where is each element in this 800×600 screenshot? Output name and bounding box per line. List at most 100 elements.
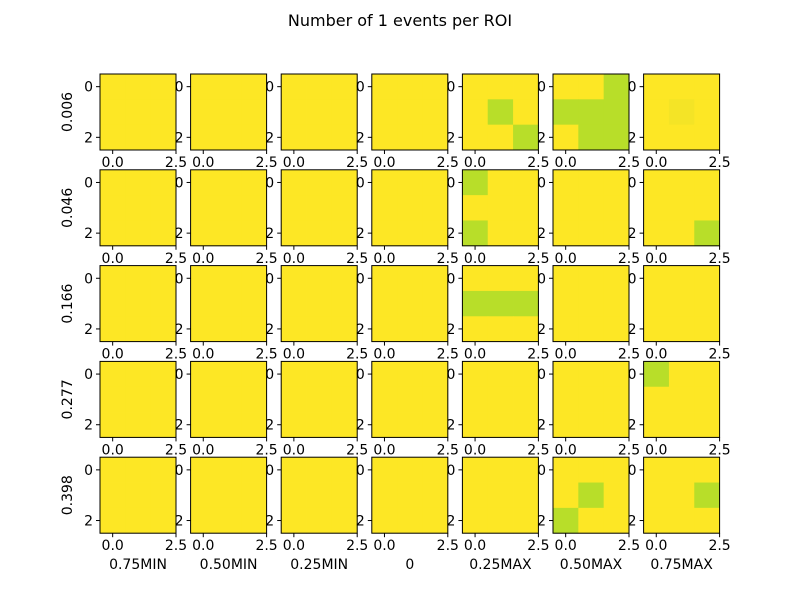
heatmap-cell: [371, 74, 398, 100]
heatmap-cell: [190, 386, 217, 413]
heatmap-cell: [694, 457, 720, 483]
heatmap-subplot: 0 2 0.0 2.5: [84, 360, 187, 458]
heatmap-subplot: 0 2 0.0 2.5: [537, 265, 640, 363]
heatmap-cell: [462, 457, 489, 483]
y-tick-label: 0: [175, 80, 184, 96]
heatmap-cell: [462, 74, 489, 100]
y-tick-label: 0: [446, 175, 455, 191]
heatmap-cell: [397, 482, 423, 509]
x-tick-label: 2.5: [708, 538, 730, 554]
x-tick-label: 2.5: [346, 347, 368, 363]
heatmap-cell: [371, 386, 398, 413]
x-tick-label: 2.5: [346, 442, 368, 458]
heatmap-cell: [643, 290, 670, 317]
heatmap-cell: [694, 74, 720, 100]
y-tick-label: 2: [356, 514, 365, 530]
heatmap-cell: [215, 99, 242, 126]
heatmap-cell: [190, 290, 217, 317]
x-tick-label: 2.5: [437, 442, 459, 458]
heatmap-cell: [487, 220, 514, 247]
column-label: 0.75MIN: [109, 557, 167, 573]
heatmap-cell: [371, 265, 398, 292]
heatmap-cell: [215, 507, 242, 534]
heatmap-cell: [397, 124, 423, 151]
heatmap-cell: [603, 361, 630, 388]
x-tick-label: 0.0: [192, 538, 214, 554]
heatmap-cell: [694, 507, 720, 534]
heatmap-cell: [215, 386, 242, 413]
heatmap-cell: [513, 124, 539, 151]
x-tick-label: 0.0: [283, 251, 305, 267]
heatmap-subplot: 0 2 0.0 2.5: [84, 169, 187, 267]
heatmap-cell: [241, 316, 267, 342]
heatmap-cell: [150, 412, 177, 438]
heatmap-cell: [668, 457, 695, 483]
heatmap-cell: [578, 124, 605, 151]
x-tick-label: 2.5: [708, 251, 730, 267]
x-tick-label: 2.5: [437, 538, 459, 554]
heatmap-cell: [694, 169, 720, 196]
heatmap-cell: [190, 124, 217, 151]
subplot-frame: [280, 360, 358, 438]
heatmap-cell: [578, 412, 605, 438]
heatmap-cell: [125, 482, 152, 509]
y-tick-label: 0: [356, 463, 365, 479]
subplot-frame: [280, 265, 358, 343]
heatmap-subplot: 0 2 0.0 2.5: [446, 265, 550, 363]
x-tick-label: 2.5: [255, 155, 277, 171]
heatmap-cell: [694, 386, 720, 413]
heatmap-cell: [331, 99, 358, 126]
x-tick-label: 0.0: [102, 442, 124, 458]
heatmap-cell: [100, 220, 126, 247]
heatmap-cell: [241, 386, 267, 413]
heatmap-cell: [215, 220, 242, 247]
x-tick-label: 0.0: [464, 251, 486, 267]
heatmap-cell: [215, 361, 242, 388]
subplot-frame: [190, 265, 268, 343]
y-tick-label: 2: [628, 226, 637, 242]
heatmap-cell: [281, 74, 307, 100]
y-tick-label: 0: [356, 367, 365, 383]
heatmap-cell: [668, 124, 695, 151]
heatmap-subplot: 0 2 0.0 2.5: [84, 265, 187, 363]
x-tick-label: 0.0: [283, 155, 305, 171]
heatmap-cell: [513, 195, 539, 221]
heatmap-cell: [306, 482, 333, 509]
heatmap-cell: [215, 412, 242, 438]
heatmap-cell: [422, 316, 449, 342]
heatmap-subplot: 0 2 0.0 2.5: [265, 456, 368, 554]
subplot-frame: [371, 169, 449, 247]
x-tick-label: 0.0: [555, 442, 577, 458]
row-label: 0.398: [60, 475, 76, 515]
y-tick-label: 0: [628, 80, 637, 96]
x-tick-label: 2.5: [618, 538, 640, 554]
heatmap-cell: [553, 265, 579, 292]
heatmap-cell: [668, 99, 695, 126]
heatmap-cell: [397, 99, 423, 126]
heatmap-cell: [578, 316, 605, 342]
x-tick-label: 0.0: [645, 251, 667, 267]
heatmap-cell: [281, 361, 307, 388]
y-tick-label: 2: [265, 418, 274, 434]
heatmap-cell: [694, 412, 720, 438]
heatmap-cell: [100, 457, 126, 483]
heatmap-cell: [331, 507, 358, 534]
heatmap-cell: [553, 124, 579, 151]
heatmap-cell: [603, 220, 630, 247]
y-tick-label: 0: [628, 175, 637, 191]
heatmap-cell: [281, 507, 307, 534]
heatmap-cell: [487, 74, 514, 100]
heatmap-cell: [553, 361, 579, 388]
x-tick-label: 2.5: [346, 538, 368, 554]
heatmap-subplot: 0 2 0.0 2.5: [356, 360, 459, 458]
heatmap-cell: [694, 316, 720, 342]
y-tick-label: 0: [265, 175, 274, 191]
heatmap-cell: [215, 124, 242, 151]
heatmap-cell: [603, 482, 630, 509]
y-tick-label: 0: [446, 80, 455, 96]
heatmap-cell: [331, 265, 358, 292]
heatmap-subplot: 0 2 0.0 2.5: [628, 456, 731, 554]
heatmap-subplot: 0 2 0.0 2.5: [446, 360, 550, 458]
heatmap-cell: [487, 290, 514, 317]
y-tick-label: 2: [175, 322, 184, 338]
